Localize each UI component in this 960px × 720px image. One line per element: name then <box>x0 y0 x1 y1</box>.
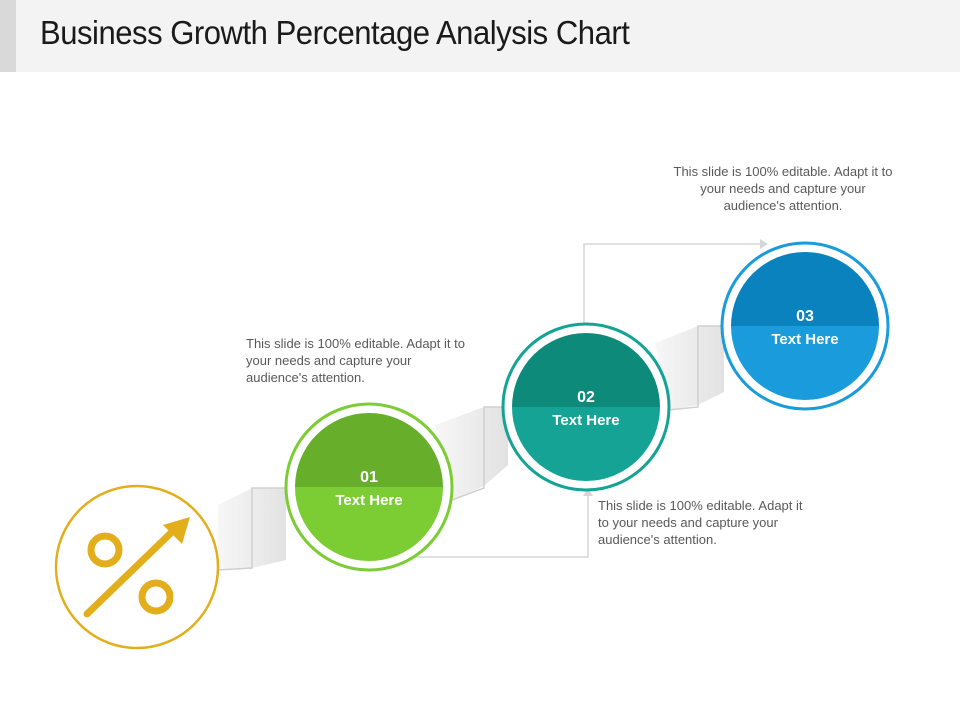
title-accent <box>0 0 16 72</box>
stair-connector-2 <box>655 326 724 410</box>
step-01-number: 01 <box>360 469 378 486</box>
guide-arrows <box>412 239 768 558</box>
step-03-label: Text Here <box>771 331 838 348</box>
step-02-label: Text Here <box>552 412 619 429</box>
stair-edge-1 <box>451 406 508 501</box>
step-01: 01 Text Here <box>284 402 454 572</box>
step-01-description: This slide is 100% editable. Adapt it to… <box>246 336 465 385</box>
step-03: 03 Text Here <box>720 241 890 411</box>
stair-edge-2 <box>667 325 724 411</box>
stair-connector-1 <box>435 407 508 500</box>
step-03-description: This slide is 100% editable. Adapt it to… <box>673 164 893 213</box>
title-bar: Business Growth Percentage Analysis Char… <box>0 0 960 72</box>
percent-growth-icon <box>54 484 220 650</box>
page-title: Business Growth Percentage Analysis Char… <box>40 14 630 51</box>
step-02-number: 02 <box>577 389 595 406</box>
step-03-number: 03 <box>796 308 814 325</box>
guide-line-to-02 <box>412 494 589 558</box>
step-02-description: This slide is 100% editable. Adapt it to… <box>598 498 803 547</box>
arrowhead-up-icon <box>583 488 593 496</box>
guide-line-to-03 <box>583 243 760 324</box>
step-02: 02 Text Here <box>501 322 671 492</box>
arrowhead-right-icon <box>760 239 768 249</box>
stair-connectors <box>217 325 724 571</box>
stair-edge-0 <box>217 487 286 571</box>
step-01-label: Text Here <box>335 492 402 509</box>
